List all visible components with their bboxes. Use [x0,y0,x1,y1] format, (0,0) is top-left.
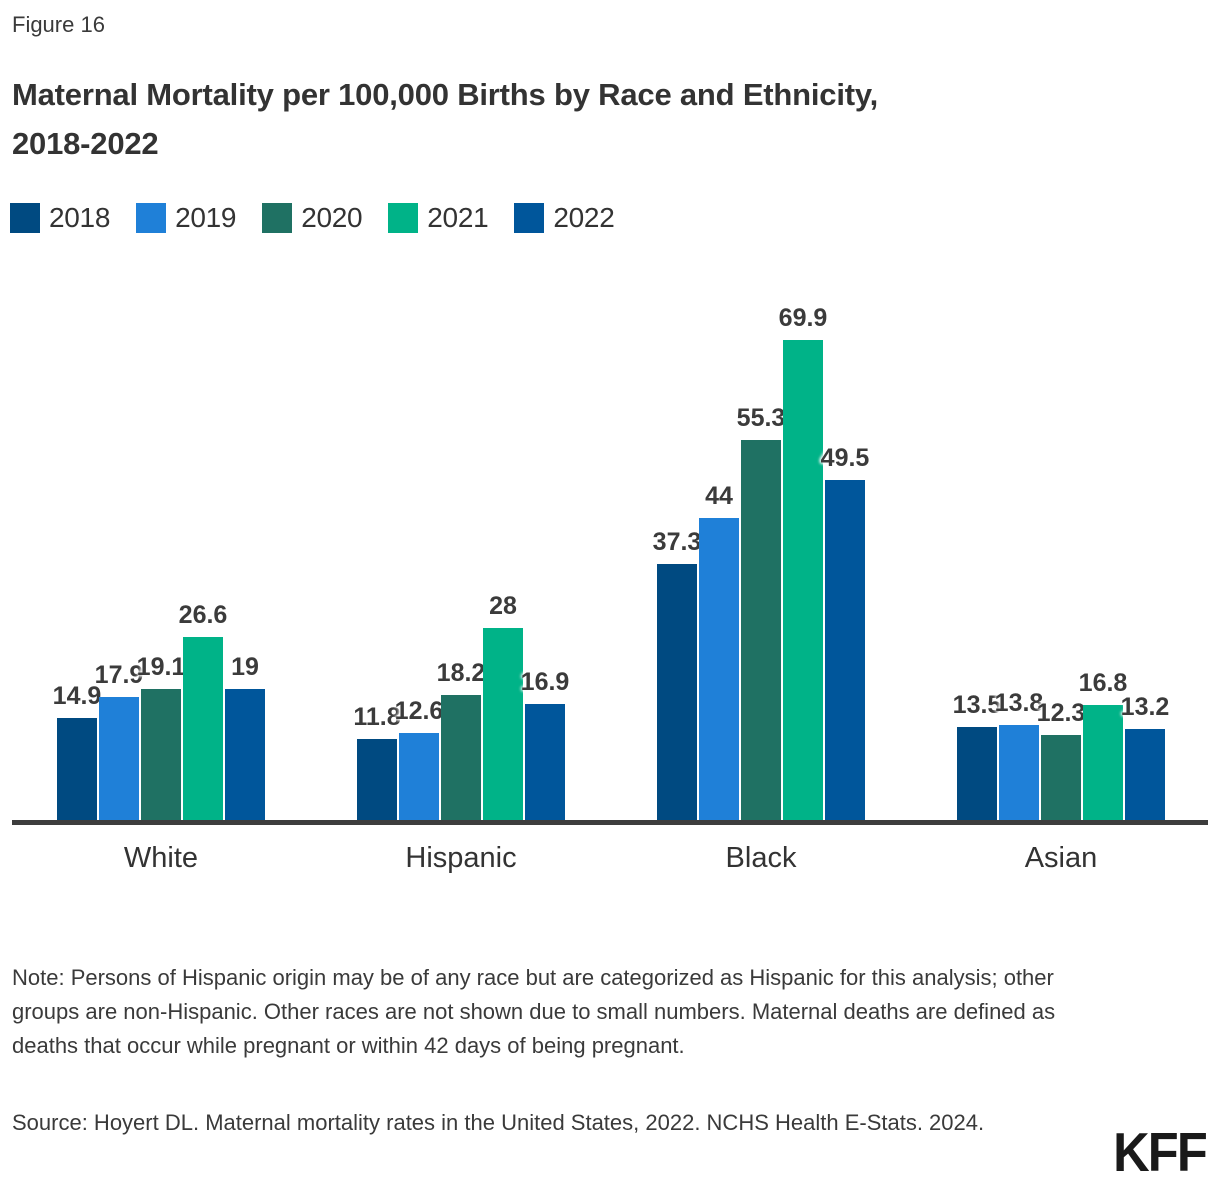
bar-group-asian: 13.5 13.8 12.3 16.8 13.2 [952,260,1169,820]
bar-value-label-2018-hispanic: 11.8 [353,703,401,731]
legend-label: 2022 [553,202,615,233]
bar-2021-black [783,340,823,820]
bar-2018-hispanic [357,739,397,820]
bar-group-white: 14.9 17.9 19.1 26.6 19 [52,260,266,820]
kff-logo: KFF [1113,1121,1208,1182]
legend-item-2020: 2020 [262,202,363,234]
bar-value-label-2021-black: 69.9 [778,304,828,332]
bar-2019-black [699,518,739,820]
bar-chart: 14.9 17.9 19.1 26.6 19 11.8 12.6 18.2 28 16.9 37.3… [0,260,1220,825]
bar-2021-hispanic [483,628,523,820]
bar-2021-asian [1083,705,1123,820]
bar-value-label-2021-white: 26.6 [178,601,228,629]
bar-value-label-2018-white: 14.9 [52,682,102,710]
bar-2022-black [825,480,865,820]
bar-2021-white [183,637,223,820]
bar-value-label-2020-black: 55.3 [736,404,786,432]
bar-2022-asian [1125,729,1165,820]
x-axis-label-black: Black [725,842,797,874]
bar-value-label-2022-black: 49.5 [820,444,870,472]
legend-swatch-2020 [262,203,293,233]
bar-group-black: 37.3 44 55.3 69.9 49.5 [652,260,869,820]
bar-value-label-2022-asian: 13.2 [1120,693,1170,721]
chart-title: Maternal Mortality per 100,000 Births by… [12,70,1207,168]
bar-value-label-2019-asian: 13.8 [994,689,1044,717]
legend-label: 2018 [49,202,111,233]
legend-swatch-2022 [514,203,545,233]
note-text: Note: Persons of Hispanic origin may be … [12,965,1056,1058]
legend-swatch-2018 [10,203,40,233]
bar-2022-white [225,689,265,820]
bar-2019-asian [999,725,1039,820]
legend-item-2021: 2021 [388,202,489,234]
x-axis-label-white: White [123,842,199,874]
source-text: Source: Hoyert DL. Maternal mortality ra… [12,1110,985,1135]
bar-value-label-2020-asian: 12.3 [1036,699,1086,727]
bar-2018-black [657,564,697,820]
bar-2019-white [99,697,139,820]
bar-2018-asian [957,727,997,820]
figure-number: Figure 16 [12,12,105,37]
legend-item-2022: 2022 [514,202,615,234]
chart-title-line-1: Maternal Mortality per 100,000 Births by… [12,77,879,112]
bar-2020-hispanic [441,695,481,820]
bar-value-label-2021-hispanic: 28 [489,592,517,620]
bar-2022-hispanic [525,704,565,820]
legend-item-2019: 2019 [136,202,236,234]
legend-label: 2020 [301,202,363,233]
bar-value-label-2019-hispanic: 12.6 [394,697,444,725]
bar-2020-white [141,689,181,820]
chart-legend: 2018 2019 2020 2021 2022 [10,202,615,234]
bar-value-label-2022-white: 19 [231,653,259,681]
bar-group-hispanic: 11.8 12.6 18.2 28 16.9 [353,260,569,820]
bar-2020-asian [1041,735,1081,820]
bar-2020-black [741,440,781,820]
legend-swatch-2019 [136,203,167,233]
bar-value-label-2019-white: 17.9 [94,661,144,689]
bar-value-label-2022-hispanic: 16.9 [520,668,570,696]
bar-value-label-2020-hispanic: 18.2 [436,659,486,687]
x-axis-line [12,820,1208,825]
bar-value-label-2019-black: 44 [705,482,733,510]
bar-2019-hispanic [399,733,439,820]
bar-value-label-2018-asian: 13.5 [952,691,1002,719]
chart-title-line-2: 2018-2022 [12,126,159,161]
x-axis-label-asian: Asian [1024,842,1098,874]
bar-value-label-2020-white: 19.1 [136,653,186,681]
legend-label: 2019 [175,202,237,233]
bar-value-label-2021-asian: 16.8 [1078,669,1128,697]
x-axis-label-hispanic: Hispanic [405,842,517,874]
bar-2018-white [57,718,97,820]
legend-item-2018: 2018 [10,202,110,234]
legend-swatch-2021 [388,203,419,233]
bar-value-label-2018-black: 37.3 [652,528,702,556]
legend-label: 2021 [427,202,489,233]
